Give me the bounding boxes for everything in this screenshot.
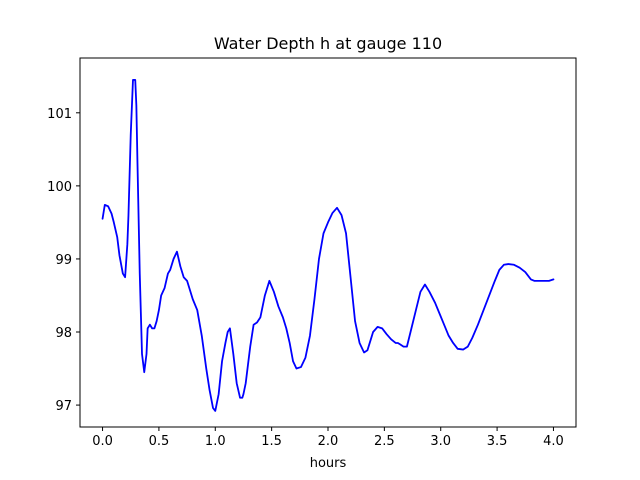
x-axis-label: hours: [310, 456, 347, 471]
x-tick-label: 3.0: [430, 434, 451, 449]
y-tick-label: 99: [55, 253, 72, 268]
y-tick-label: 98: [55, 326, 72, 341]
chart-title: Water Depth h at gauge 110: [214, 34, 442, 53]
x-tick-label: 0.0: [92, 434, 113, 449]
x-tick-label: 2.0: [318, 434, 339, 449]
series-line-1: [101, 79, 555, 412]
y-tick-label: 97: [55, 399, 72, 414]
series-layer: [101, 79, 555, 412]
x-tick-label: 1.0: [205, 434, 226, 449]
x-tick-label: 3.5: [487, 434, 508, 449]
x-tick-label: 1.5: [261, 434, 282, 449]
y-axis: 97 98 99 100 101: [47, 107, 80, 414]
plot-area: [80, 58, 576, 427]
y-tick-label: 100: [47, 180, 72, 195]
y-tick-label: 101: [47, 107, 72, 122]
x-tick-label: 0.5: [149, 434, 170, 449]
x-axis: 0.0 0.5 1.0 1.5 2.0 2.5 3.0 3.5 4.0: [92, 427, 564, 449]
x-tick-label: 4.0: [543, 434, 564, 449]
x-tick-label: 2.5: [374, 434, 395, 449]
